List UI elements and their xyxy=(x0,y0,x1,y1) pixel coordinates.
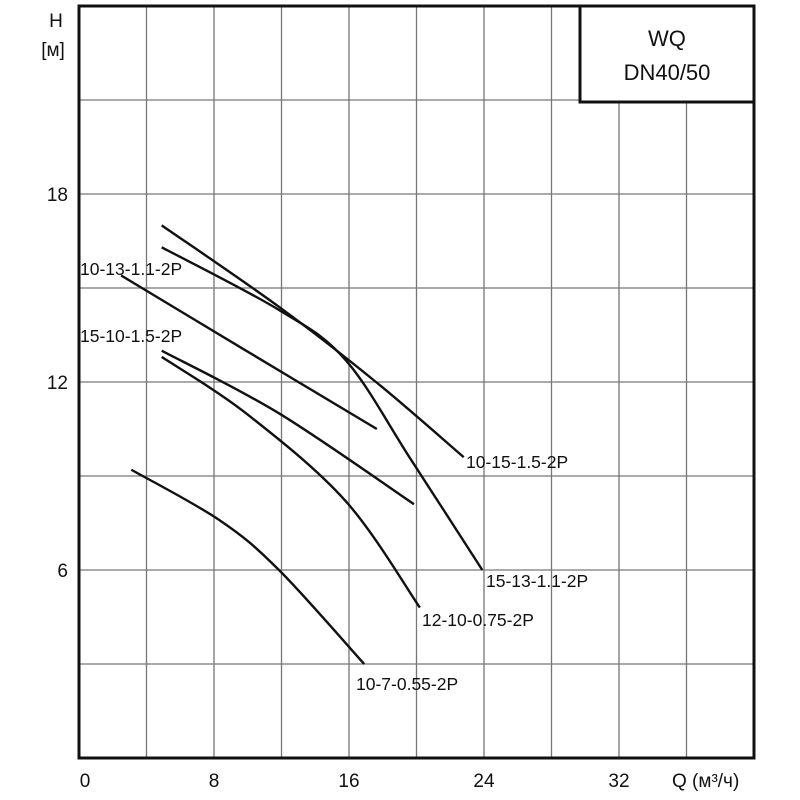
curve-12-10-0.75-2P xyxy=(161,355,421,609)
curve-10-15-1.5-2P xyxy=(161,224,465,459)
plot-frame xyxy=(77,4,756,760)
y-tick-label: 18 xyxy=(47,185,68,206)
curve-label: 15-10-1.5-2P xyxy=(80,326,182,346)
curves xyxy=(120,224,484,665)
curve-10-13-1.1-2P xyxy=(120,274,378,431)
curve-15-10-1.5-2P xyxy=(161,349,415,506)
x-tick-label: 24 xyxy=(473,771,495,792)
y-axis-label-unit: [м] xyxy=(41,40,65,61)
title-box xyxy=(578,4,756,104)
curve-labels: 10-15-1.5-2P 15-13-1.1-2P 10-13-1.1-2P 15-1… xyxy=(80,259,588,694)
x-tick-label: 8 xyxy=(209,771,220,792)
curve-label: 12-10-0.75-2P xyxy=(422,610,534,630)
y-tick-label: 12 xyxy=(47,373,68,394)
y-axis-label-h: H xyxy=(49,11,63,32)
title-line-2: DN40/50 xyxy=(624,60,711,85)
tick-labels: 0 8 16 24 32 6 12 18 xyxy=(47,185,630,792)
curve-15-13-1.1-2P xyxy=(161,246,484,571)
curve-label: 15-13-1.1-2P xyxy=(486,571,588,591)
x-tick-label: 16 xyxy=(338,771,359,792)
curve-label: 10-15-1.5-2P xyxy=(466,452,568,472)
title-line-1: WQ xyxy=(648,26,686,51)
curve-label: 10-13-1.1-2P xyxy=(80,259,182,279)
x-axis-label: Q (м³/ч) xyxy=(672,771,739,792)
curve-10-7-0.55-2P xyxy=(130,468,366,665)
curve-label: 10-7-0.55-2P xyxy=(356,674,458,694)
x-tick-label: 0 xyxy=(80,771,91,792)
x-tick-label: 32 xyxy=(608,771,629,792)
y-tick-label: 6 xyxy=(57,561,68,582)
grid xyxy=(79,6,754,758)
